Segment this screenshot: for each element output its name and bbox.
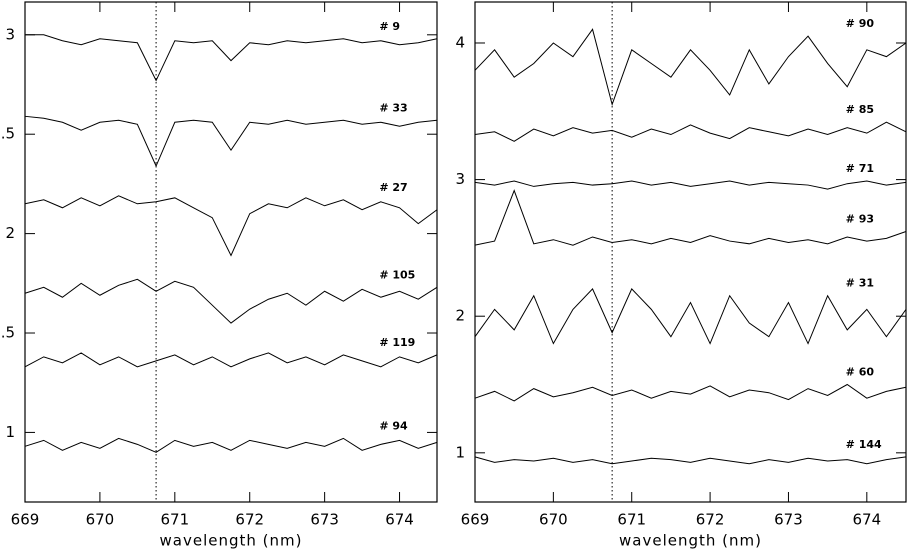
x-tick-label: 670	[86, 511, 115, 529]
y-tick-label: .5	[1, 125, 15, 143]
spectrum	[24, 195, 438, 257]
spectrum-label: # 105	[379, 268, 415, 281]
spectrum	[24, 278, 438, 324]
y-tick-label: 1	[455, 443, 465, 461]
y-tick-label: 3	[455, 170, 465, 188]
x-tick-label: 670	[539, 511, 568, 529]
spectrum	[24, 437, 438, 453]
spectrum-label: # 93	[846, 213, 874, 226]
x-axis-label: wavelength (nm)	[160, 532, 303, 550]
x-tick-label: 673	[774, 511, 803, 529]
spectrum-label: # 90	[846, 17, 875, 30]
x-tick-label: 672	[696, 511, 725, 529]
y-tick-label: 2	[5, 224, 15, 242]
spectrum	[474, 456, 907, 465]
x-tick-label: 673	[310, 511, 339, 529]
plot-frame	[474, 1, 907, 503]
x-tick-label: 674	[385, 511, 414, 529]
spectrum-label: # 94	[379, 419, 408, 432]
y-tick-label: 2	[455, 307, 465, 325]
spectrum	[474, 288, 907, 345]
x-tick-label: 669	[11, 511, 40, 529]
spectrum	[474, 189, 907, 246]
spectrum-label: # 9	[379, 20, 400, 33]
spectrum	[474, 383, 907, 402]
spectrum-label: # 85	[846, 103, 874, 116]
spectrum-label: # 71	[846, 162, 874, 175]
x-tick-label: 674	[852, 511, 881, 529]
plot-frame	[24, 1, 438, 503]
x-tick-label: 671	[617, 511, 646, 529]
spectrum	[25, 34, 438, 82]
spectrum	[474, 28, 907, 107]
spectrum-label: # 33	[379, 101, 407, 114]
y-tick-label: 1	[5, 423, 15, 441]
spectrum-label: # 60	[846, 366, 875, 379]
spectrum-label: # 31	[846, 277, 874, 290]
x-tick-label: 669	[461, 511, 490, 529]
y-tick-label: 3	[5, 25, 15, 43]
spectrum-label: # 119	[379, 336, 415, 349]
y-tick-label: 4	[455, 33, 465, 51]
x-tick-label: 672	[235, 511, 264, 529]
spectrum-label: # 27	[379, 181, 407, 194]
x-axis-label: wavelength (nm)	[619, 532, 762, 550]
spectrum	[474, 180, 907, 190]
spectrum	[24, 352, 438, 368]
y-tick-label: .5	[1, 324, 15, 342]
spectrum-label: # 144	[846, 438, 882, 451]
spectrum	[474, 121, 907, 142]
spectrum	[24, 115, 438, 168]
x-tick-label: 671	[160, 511, 189, 529]
